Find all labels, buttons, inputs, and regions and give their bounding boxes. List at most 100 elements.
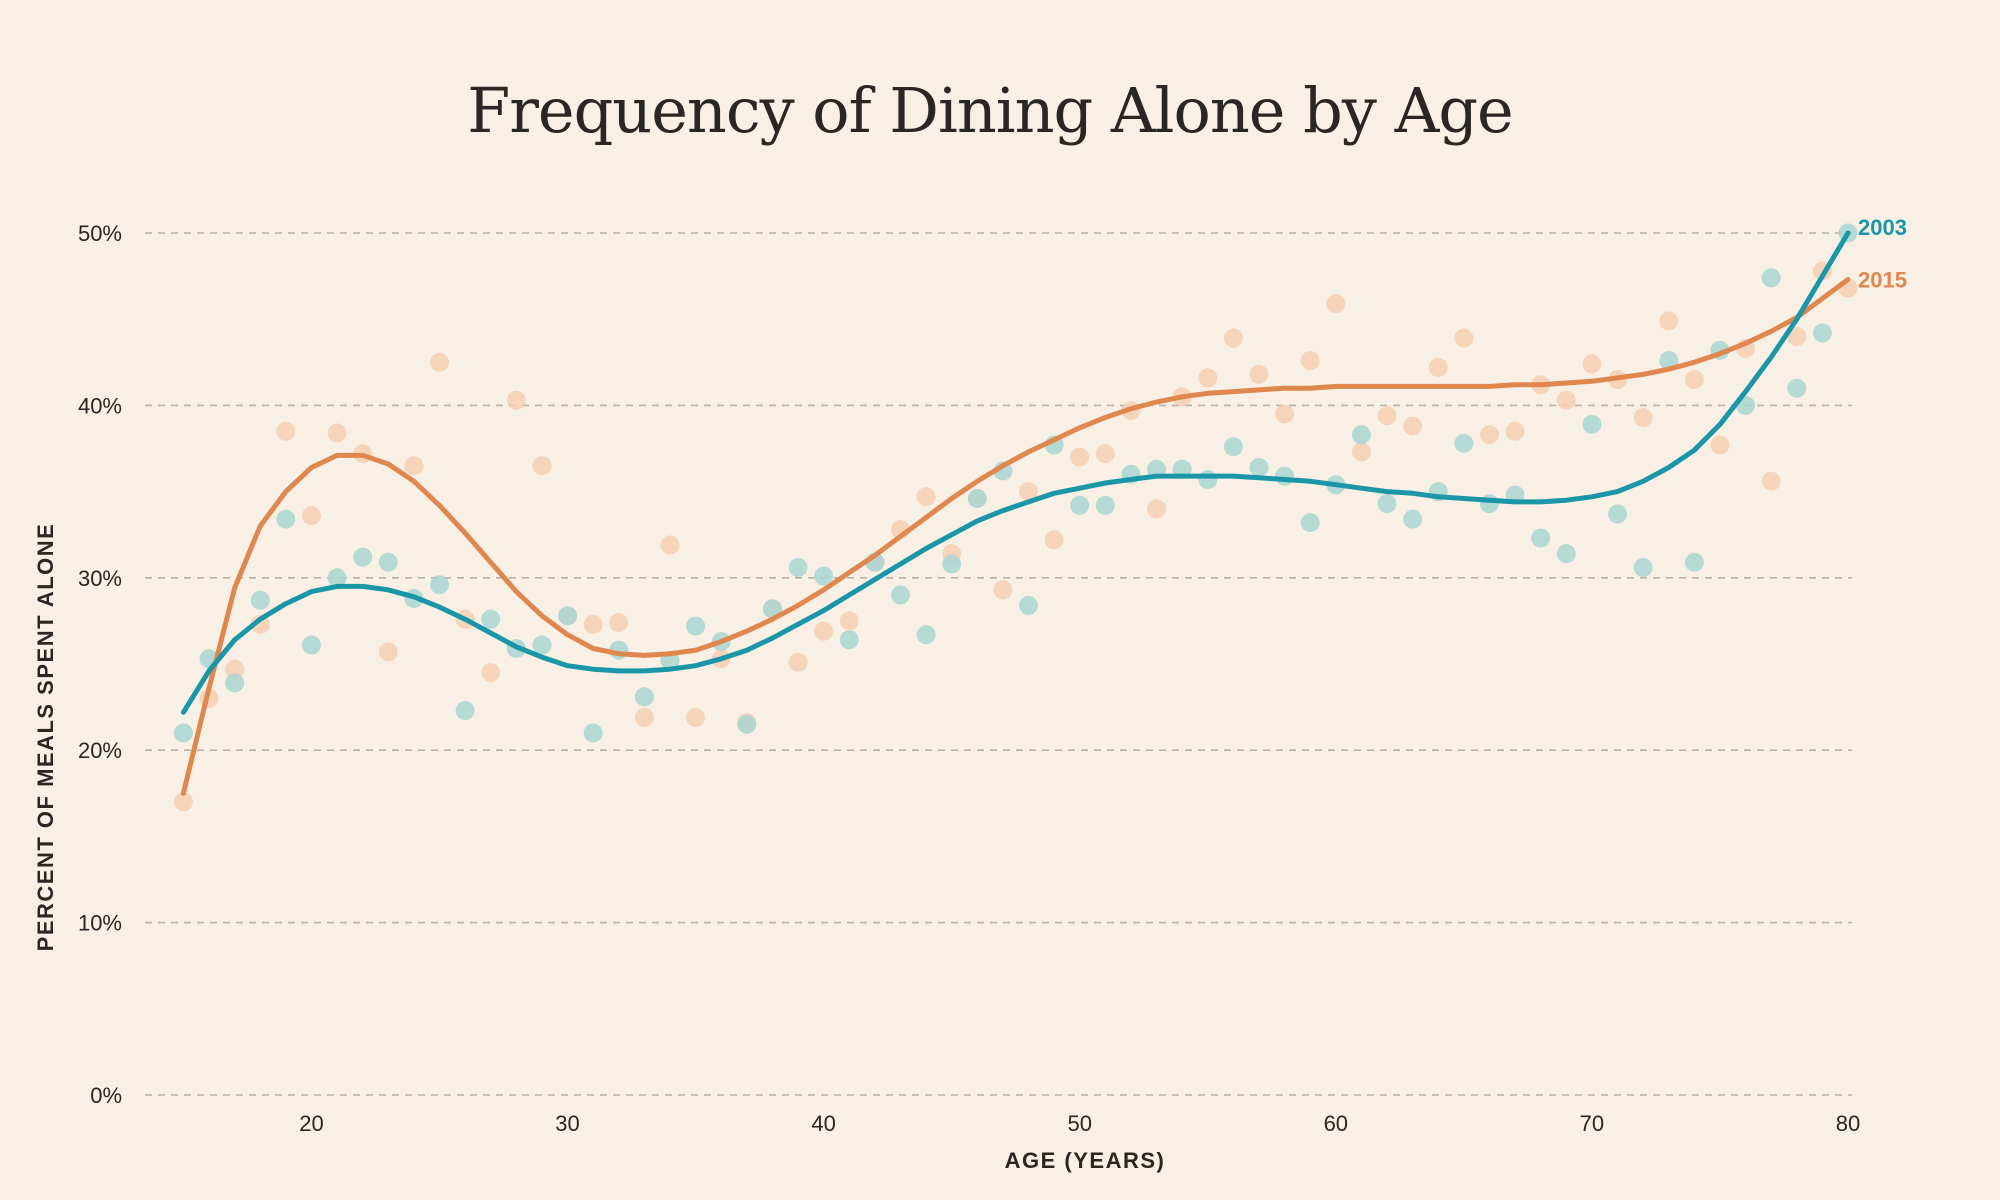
data-point-2015 <box>225 659 245 679</box>
data-point-2003 <box>1070 495 1090 515</box>
x-axis-ticks: 20 30 40 50 60 70 80 <box>299 1111 1860 1136</box>
data-point-2003 <box>942 554 962 574</box>
trend-lines <box>180 230 1851 796</box>
series-label-2003: 2003 <box>1858 215 1907 240</box>
data-point-2015 <box>506 390 526 410</box>
data-point-2003 <box>1249 457 1269 477</box>
data-point-2003 <box>1275 466 1295 486</box>
data-point-2015 <box>1095 444 1115 464</box>
series-labels: 2003 2015 <box>1858 215 1907 293</box>
data-point-2015 <box>1761 471 1781 491</box>
data-point-2003 <box>1556 544 1576 564</box>
data-point-2015 <box>1019 482 1039 502</box>
data-point-2003 <box>1761 268 1781 288</box>
data-point-2015 <box>1659 311 1679 331</box>
data-point-2003 <box>814 566 834 586</box>
data-point-2015 <box>1787 326 1807 346</box>
data-point-2015 <box>993 580 1013 600</box>
data-point-2003 <box>1223 437 1243 457</box>
data-point-2003 <box>1633 557 1653 577</box>
data-point-2003 <box>455 701 475 721</box>
data-point-2003 <box>1531 528 1551 548</box>
data-point-2003 <box>686 616 706 636</box>
data-point-2003 <box>839 630 859 650</box>
data-point-2015 <box>1249 364 1269 384</box>
data-point-2003 <box>762 599 782 619</box>
data-point-2015 <box>1070 447 1090 467</box>
x-tick-label: 50 <box>1067 1111 1091 1136</box>
data-point-2015 <box>430 352 450 372</box>
data-point-2015 <box>1556 390 1576 410</box>
data-point-2015 <box>276 421 296 441</box>
data-point-2003 <box>225 673 245 693</box>
data-point-2015 <box>1147 499 1167 519</box>
data-point-2015 <box>583 614 603 634</box>
data-point-2003 <box>430 575 450 595</box>
y-tick-label: 50% <box>78 221 122 246</box>
y-axis-label: PERCENT OF MEALS SPENT ALONE <box>33 523 58 952</box>
data-point-2015 <box>1633 407 1653 427</box>
data-point-2015 <box>1582 354 1602 374</box>
data-point-2003 <box>1300 513 1320 533</box>
data-point-2003 <box>327 568 347 588</box>
trend-line-2003 <box>180 230 1851 715</box>
data-point-2003 <box>890 585 910 605</box>
data-point-2003 <box>1198 470 1218 490</box>
y-tick-label: 0% <box>90 1083 122 1108</box>
data-point-2015 <box>1300 351 1320 371</box>
data-point-2015 <box>609 613 629 633</box>
data-point-2003 <box>1608 504 1628 524</box>
data-point-2003 <box>378 552 398 572</box>
chart-title: Frequency of Dining Alone by Age <box>467 74 1513 147</box>
data-point-2015 <box>173 792 193 812</box>
data-point-2003 <box>1684 552 1704 572</box>
data-point-2015 <box>1403 416 1423 436</box>
data-point-2003 <box>250 590 270 610</box>
data-point-2015 <box>1198 368 1218 388</box>
data-point-2015 <box>788 652 808 672</box>
x-tick-label: 30 <box>555 1111 579 1136</box>
data-point-2015 <box>481 663 501 683</box>
data-point-2003 <box>1403 509 1423 529</box>
data-point-2015 <box>1428 357 1448 377</box>
x-tick-label: 20 <box>299 1111 323 1136</box>
data-point-2015 <box>1454 328 1474 348</box>
data-point-2003 <box>558 606 578 626</box>
data-point-2003 <box>173 723 193 743</box>
data-point-2003 <box>301 635 321 655</box>
data-point-2003 <box>583 723 603 743</box>
series-label-2015: 2015 <box>1858 268 1907 293</box>
data-point-2015 <box>1044 530 1064 550</box>
data-point-2003 <box>1019 595 1039 615</box>
data-point-2015 <box>327 423 347 443</box>
data-point-2015 <box>1479 425 1499 445</box>
data-point-2015 <box>404 456 424 476</box>
data-point-2015 <box>1351 442 1371 462</box>
data-point-2003 <box>634 687 654 707</box>
data-point-2015 <box>1710 435 1730 455</box>
data-point-2015 <box>1684 370 1704 390</box>
y-tick-label: 20% <box>78 738 122 763</box>
data-point-2003 <box>1479 494 1499 514</box>
data-point-2003 <box>1454 433 1474 453</box>
data-point-2015 <box>916 487 936 507</box>
data-point-2015 <box>378 642 398 662</box>
data-point-2015 <box>839 611 859 631</box>
data-point-2015 <box>1326 294 1346 314</box>
x-tick-label: 40 <box>811 1111 835 1136</box>
data-point-2003 <box>1095 495 1115 515</box>
y-tick-label: 10% <box>78 911 122 936</box>
data-point-2003 <box>1582 414 1602 434</box>
x-axis-label: AGE (YEARS) <box>1005 1148 1166 1173</box>
data-point-2015 <box>686 707 706 727</box>
data-point-2015 <box>1223 328 1243 348</box>
scatter-points <box>173 223 1858 812</box>
data-point-2003 <box>1351 425 1371 445</box>
data-point-2015 <box>1505 421 1525 441</box>
data-point-2003 <box>1377 494 1397 514</box>
data-point-2015 <box>660 535 680 555</box>
data-point-2015 <box>1377 406 1397 426</box>
data-point-2003 <box>353 547 373 567</box>
